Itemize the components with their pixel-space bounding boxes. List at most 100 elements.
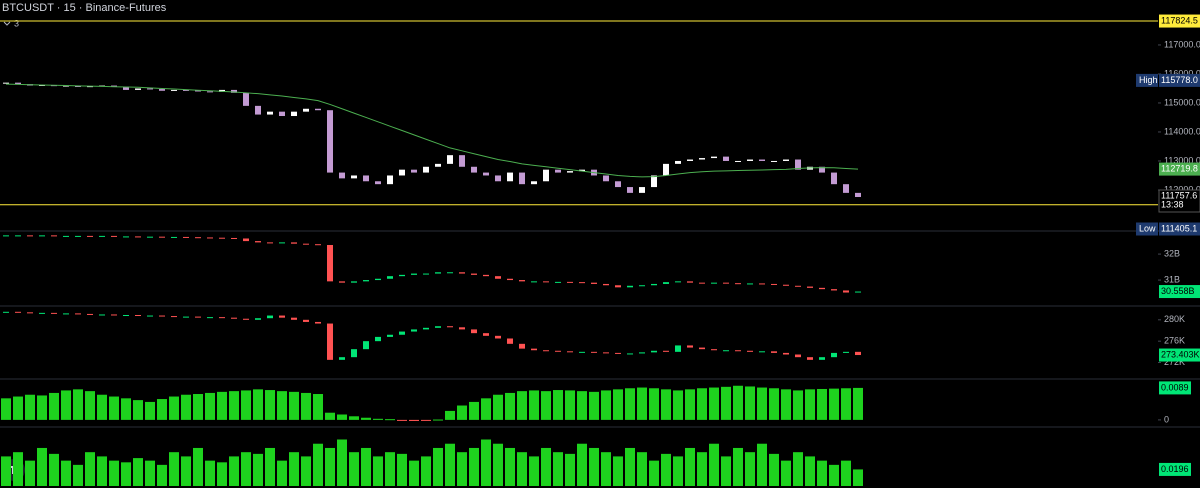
bar [757, 443, 767, 486]
candle [831, 172, 837, 185]
ma-value-label-box [1159, 162, 1200, 176]
bar [397, 419, 407, 421]
candle [795, 159, 801, 170]
bar [805, 389, 815, 420]
candle [291, 242, 297, 244]
collapse-chevron[interactable] [3, 21, 11, 26]
bar [625, 447, 635, 486]
bar [601, 452, 611, 486]
bar [349, 452, 359, 486]
last-value-label: 0.0089 [1161, 382, 1189, 392]
bar [649, 388, 659, 420]
candle [387, 276, 393, 279]
candle [495, 175, 501, 182]
candle [459, 327, 465, 330]
candle [51, 235, 57, 237]
bar [673, 390, 683, 420]
bar [385, 419, 395, 421]
bar [505, 392, 515, 420]
candle [627, 353, 633, 355]
candle [747, 159, 753, 161]
bar [289, 391, 299, 420]
candle [231, 89, 237, 93]
candle [75, 235, 81, 237]
candle [327, 323, 333, 360]
candle [615, 181, 621, 188]
bar [577, 391, 587, 420]
candle [147, 236, 153, 238]
candle [519, 280, 525, 282]
bar [445, 443, 455, 486]
candle [123, 315, 129, 317]
bar [805, 456, 815, 486]
candle [255, 241, 261, 243]
bar [217, 391, 227, 420]
moving-average [5, 83, 859, 178]
candle [579, 282, 585, 284]
bar [553, 390, 563, 420]
candle [195, 237, 201, 239]
indicator-count[interactable]: 3 [14, 18, 19, 28]
candle [507, 278, 513, 281]
candle [459, 155, 465, 167]
bar [37, 447, 47, 486]
candle [783, 159, 789, 161]
candle [123, 236, 129, 238]
high-tag [1136, 73, 1158, 87]
bar [817, 460, 827, 486]
bar [613, 389, 623, 420]
candle [735, 160, 741, 162]
candle [291, 317, 297, 320]
candle [195, 316, 201, 318]
candle [351, 281, 357, 283]
candle [3, 235, 9, 237]
candle [555, 169, 561, 173]
candle [375, 181, 381, 185]
low-value-box [1159, 222, 1200, 236]
bar [241, 390, 251, 420]
bar [253, 389, 263, 420]
level-label-box [1159, 14, 1200, 28]
candle [159, 89, 165, 91]
bar [157, 399, 167, 420]
bar [109, 396, 119, 420]
candle [219, 317, 225, 319]
bar [853, 469, 863, 486]
candle [435, 272, 441, 274]
low-name: Low [1139, 223, 1156, 233]
candle [723, 282, 729, 284]
bar [745, 386, 755, 420]
bar [829, 464, 839, 486]
bar [517, 391, 527, 420]
candle [315, 244, 321, 246]
candle [555, 281, 561, 283]
bar [25, 460, 35, 486]
bar [145, 460, 155, 486]
candle [171, 236, 177, 238]
candle [15, 311, 21, 313]
candle [207, 317, 213, 319]
bar [565, 453, 575, 486]
y-tick-label: 276K [1164, 336, 1185, 346]
candle [411, 329, 417, 332]
level-label: 117824.5 [1161, 15, 1198, 25]
candle [315, 321, 321, 324]
candle [363, 341, 369, 350]
candle [15, 235, 21, 237]
bar [457, 405, 467, 420]
y-tick-label: 113000.0 [1164, 155, 1200, 165]
bar [361, 417, 371, 420]
bar [169, 396, 179, 420]
bar [349, 416, 359, 420]
candle [591, 282, 597, 284]
candle [279, 242, 285, 244]
bar [481, 439, 491, 486]
bar [469, 447, 479, 486]
bar [697, 452, 707, 486]
candle [171, 89, 177, 91]
candle [303, 319, 309, 322]
candle [471, 329, 477, 334]
bar [121, 462, 131, 486]
bar [589, 391, 599, 420]
y-tick-label: 272K [1164, 357, 1185, 367]
